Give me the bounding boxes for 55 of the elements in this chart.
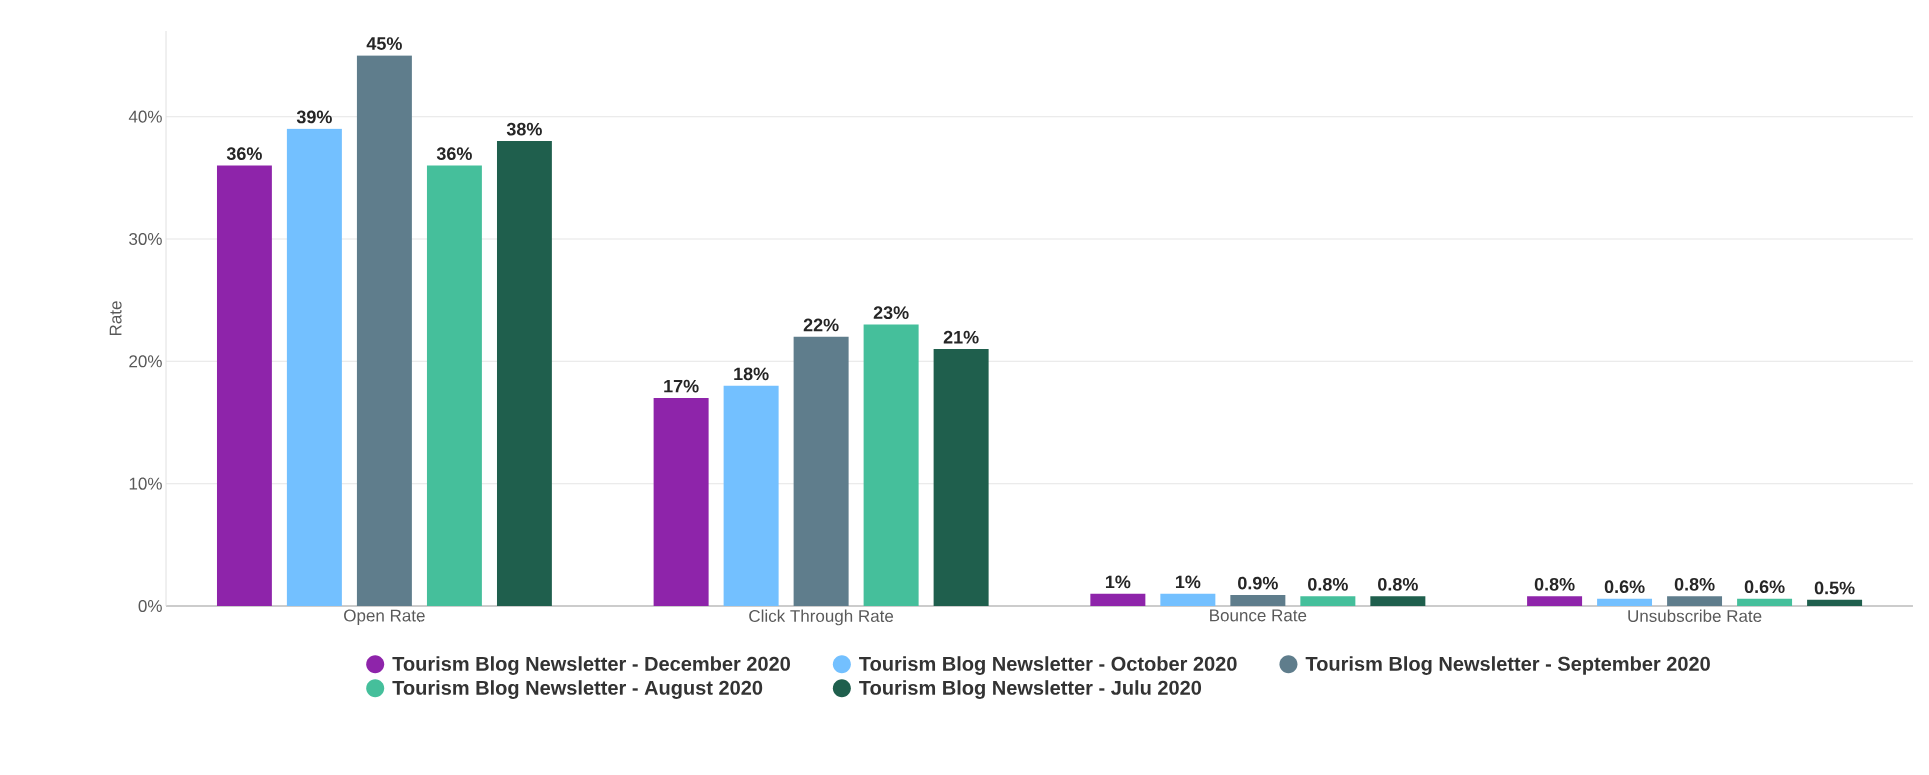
x-tick-label: Click Through Rate [749, 609, 894, 626]
data-label: 0.5% [1814, 581, 1855, 595]
bar [1300, 596, 1356, 606]
bar [1667, 596, 1723, 606]
bar [1527, 596, 1583, 606]
y-tick-label: 0% [138, 599, 162, 613]
data-label: 0.6% [1604, 580, 1645, 594]
y-tick-label: 20% [129, 355, 162, 368]
x-tick-label: Bounce Rate [1210, 609, 1307, 622]
bar [793, 336, 849, 606]
data-label: 39% [296, 110, 332, 124]
data-label: 0.6% [1744, 580, 1785, 594]
data-label: 36% [226, 147, 262, 161]
y-tick-label: 40% [128, 110, 162, 123]
bar [1090, 593, 1146, 606]
bar [1737, 598, 1793, 606]
bar [426, 165, 482, 606]
data-label: 18% [734, 367, 769, 381]
data-label: 1% [1175, 575, 1201, 589]
bar [653, 398, 709, 606]
bar [496, 141, 552, 606]
y-axis-title: Rate [109, 301, 122, 336]
bar [1230, 594, 1286, 606]
x-tick-label: Open Rate [344, 609, 425, 625]
y-tick-label: 30% [129, 232, 162, 245]
legend-label: Tourism Blog Newsletter - September 2020 [1305, 656, 1710, 675]
data-label: 0.8% [1534, 577, 1575, 591]
bar [286, 128, 342, 606]
legend-label: Tourism Blog Newsletter - December 2020 [392, 656, 790, 675]
data-label: 23% [873, 306, 909, 320]
bar [356, 55, 412, 606]
data-label: 0.8% [1378, 577, 1418, 591]
bar [216, 165, 272, 606]
legend-label: Tourism Blog Newsletter - August 2020 [392, 680, 763, 699]
data-label: 22% [803, 318, 839, 332]
data-label: 0.8% [1308, 577, 1348, 591]
bar [1597, 598, 1653, 606]
bar [933, 349, 989, 606]
x-tick-label: Unsubscribe Rate [1628, 609, 1762, 623]
data-label: 0.9% [1238, 576, 1278, 590]
bar [1370, 596, 1426, 606]
y-tick-label: 10% [129, 477, 162, 490]
data-label: 0.8% [1674, 577, 1715, 591]
data-label: 45% [366, 37, 402, 50]
data-label: 21% [943, 330, 979, 344]
data-label: 17% [664, 379, 699, 393]
bar [863, 324, 919, 606]
bar [1160, 593, 1216, 606]
data-label: 38% [506, 122, 542, 136]
data-label: 1% [1105, 575, 1131, 589]
data-label: 36% [436, 147, 472, 161]
legend-label: Tourism Blog Newsletter - Julu 2020 [859, 680, 1202, 699]
legend-label: Tourism Blog Newsletter - October 2020 [859, 656, 1237, 675]
bar [1807, 599, 1863, 606]
bar [723, 385, 779, 606]
